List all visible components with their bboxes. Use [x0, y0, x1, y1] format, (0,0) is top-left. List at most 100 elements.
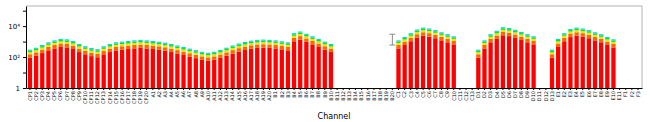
- x-tick: D5: [500, 88, 506, 98]
- x-tick-mark: [60, 88, 61, 90]
- bar-segment: [267, 48, 271, 88]
- bar-segment: [126, 41, 130, 42]
- x-axis: CP1CP2CP3CP4CP5CP6CP7CP8CP9CP10CP11CP12C…: [27, 88, 643, 104]
- bar-segment: [562, 41, 566, 88]
- bar-segment: [206, 61, 210, 88]
- x-tick: B1: [272, 88, 278, 98]
- bar-segment: [132, 40, 136, 41]
- bar-segment: [261, 44, 265, 47]
- x-tick-label: A5: [174, 91, 180, 98]
- x-tick: E7: [592, 88, 598, 97]
- bar-segment: [593, 40, 597, 88]
- x-tick: CP2: [33, 88, 39, 101]
- x-tick: E5: [579, 88, 585, 97]
- x-tick: C9: [444, 88, 450, 98]
- x-tick-mark: [441, 88, 442, 90]
- bar-segment: [83, 51, 87, 54]
- bar-segment: [40, 46, 44, 47]
- bar-segment: [427, 29, 431, 30]
- bar-segment: [501, 35, 505, 88]
- bar-segment: [200, 53, 204, 54]
- bar-segment: [132, 41, 136, 42]
- x-tick-mark: [226, 88, 227, 90]
- bar-segment: [261, 42, 265, 44]
- bar-segment: [102, 47, 106, 48]
- bar-segment: [402, 40, 406, 42]
- bar-segment: [402, 38, 406, 39]
- bar-segment: [482, 43, 486, 45]
- x-tick: A5: [174, 88, 180, 98]
- x-tick-label: B16: [365, 91, 371, 101]
- x-axis-line: [27, 88, 643, 89]
- x-tick-mark: [337, 88, 338, 90]
- x-tick-mark: [453, 88, 454, 90]
- bar-segment: [231, 48, 235, 50]
- bar-segment: [587, 35, 591, 38]
- x-tick: D2: [481, 88, 487, 98]
- bar-segment: [329, 49, 333, 52]
- bar-segment: [525, 37, 529, 39]
- x-tick-label: CP8: [70, 91, 76, 101]
- x-tick: CP20: [143, 88, 149, 104]
- x-tick-mark: [140, 88, 141, 90]
- x-tick-mark: [502, 88, 503, 90]
- bar-segment: [482, 48, 486, 88]
- bar-segment: [108, 49, 112, 52]
- x-tick: A18: [254, 88, 260, 101]
- x-tick-mark: [109, 88, 110, 90]
- x-tick-label: CP6: [57, 91, 63, 101]
- bar-segment: [495, 33, 499, 35]
- x-tick: D9: [524, 88, 530, 98]
- x-tick: A4: [168, 88, 174, 98]
- bar-segment: [120, 46, 124, 49]
- x-tick: B15: [358, 88, 364, 101]
- x-tick-mark: [478, 88, 479, 90]
- bar-segment: [402, 42, 406, 45]
- x-tick: D7: [512, 88, 518, 98]
- bar-segment: [52, 48, 56, 88]
- bar-segment: [249, 49, 253, 88]
- bar-segment: [132, 48, 136, 88]
- x-tick: A11: [211, 88, 217, 101]
- bar-segment: [274, 41, 278, 42]
- bar-segment: [329, 47, 333, 49]
- x-tick-label: D9: [524, 91, 530, 98]
- bar-segment: [175, 45, 179, 46]
- bar-segment: [519, 37, 523, 40]
- x-tick: CP9: [76, 88, 82, 101]
- x-tick-label: D10: [530, 91, 536, 101]
- x-tick-mark: [380, 88, 381, 90]
- bar-segment: [114, 50, 118, 88]
- x-tick-label: C11: [457, 91, 463, 101]
- bar-segment: [89, 48, 93, 49]
- bar-segment: [298, 36, 302, 39]
- bar-segment: [581, 29, 585, 30]
- x-tick-label: B14: [352, 91, 358, 101]
- bar-segment: [531, 44, 535, 88]
- bar-segment: [415, 34, 419, 37]
- bar-segment: [206, 57, 210, 60]
- bar-segment: [249, 41, 253, 42]
- bar-segment: [145, 40, 149, 41]
- x-tick-label: E2: [561, 91, 567, 97]
- bar-segment: [329, 45, 333, 46]
- bar-segment: [292, 38, 296, 41]
- bar-segment: [274, 40, 278, 41]
- bar-segment: [605, 38, 609, 39]
- x-tick-mark: [183, 88, 184, 90]
- x-tick: CP3: [39, 88, 45, 101]
- bar-segment: [439, 37, 443, 40]
- bar-segment: [550, 50, 554, 51]
- y-tick: [23, 11, 26, 12]
- x-tick: CP4: [45, 88, 51, 101]
- x-tick-mark: [312, 88, 313, 90]
- bar-segment: [433, 31, 437, 32]
- bar-segment: [59, 41, 63, 43]
- x-tick: A12: [217, 88, 223, 101]
- bar-segment: [488, 35, 492, 36]
- x-tick-mark: [42, 88, 43, 90]
- x-tick-mark: [48, 88, 49, 90]
- bar-segment: [611, 42, 615, 44]
- bar-segment: [224, 56, 228, 88]
- bar-segment: [525, 39, 529, 42]
